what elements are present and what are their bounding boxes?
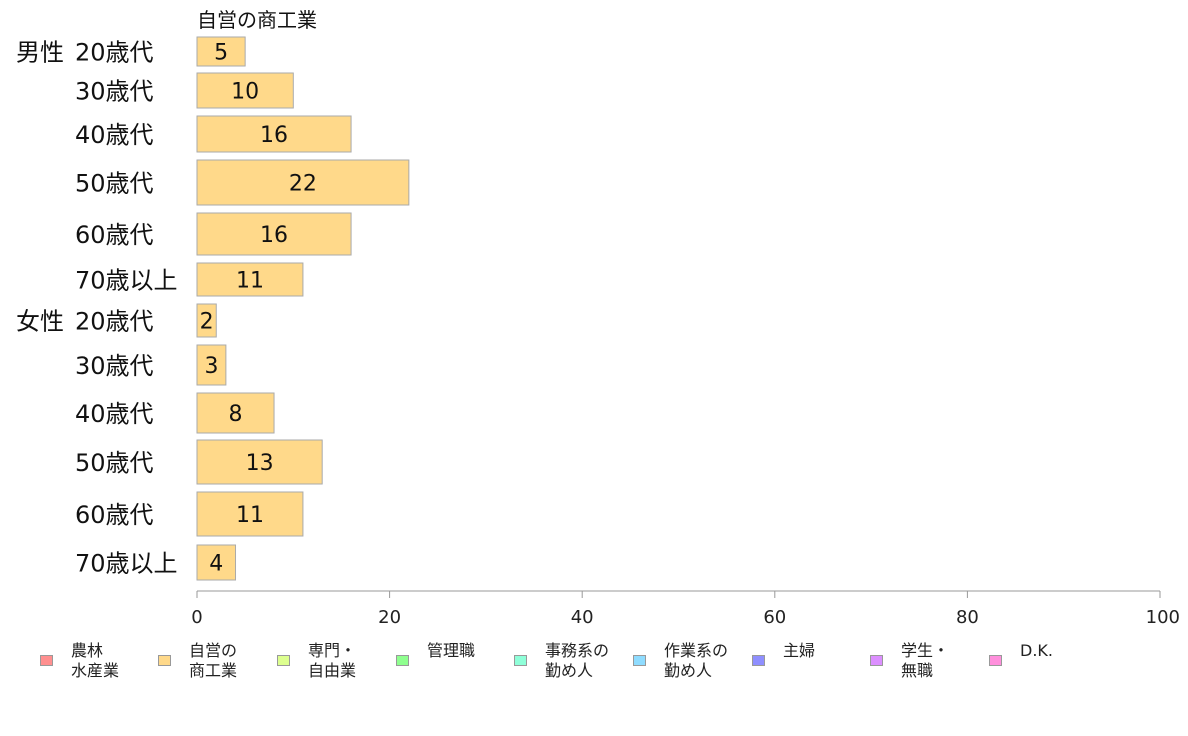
bar-0 — [196, 36, 246, 67]
x-tick-label-2: 40 — [571, 607, 594, 628]
legend-swatch-0 — [40, 655, 53, 666]
category-label-0: 20歳代 — [75, 39, 154, 67]
legend-label-4: 事務系の 勤め人 — [545, 641, 610, 680]
bar-11 — [196, 544, 237, 581]
legend-item-8: D.K. — [989, 641, 1053, 666]
legend-label-7: 学生・ 無職 — [901, 641, 950, 680]
legend-item-5: 作業系の 勤め人 — [633, 641, 728, 681]
data-label-5: 11 — [236, 269, 264, 294]
legend-item-1: 自営の 商工業 — [158, 641, 237, 681]
category-label-5: 70歳以上 — [75, 267, 178, 295]
legend-swatch-6 — [752, 655, 765, 666]
bar-6 — [196, 303, 217, 338]
data-label-1: 10 — [231, 80, 259, 105]
category-label-10: 60歳代 — [75, 501, 154, 529]
data-label-8: 8 — [229, 402, 243, 427]
legend-swatch-3 — [396, 655, 409, 666]
bar-1 — [196, 72, 294, 109]
data-label-4: 16 — [260, 223, 288, 248]
group-label-1: 女性 — [16, 308, 64, 336]
legend-item-2: 専門・ 自由業 — [277, 641, 356, 681]
group-label-0: 男性 — [16, 39, 64, 67]
category-label-9: 50歳代 — [75, 449, 154, 477]
legend-swatch-4 — [514, 655, 527, 666]
category-label-11: 70歳以上 — [75, 550, 178, 578]
bar-9 — [196, 439, 323, 485]
legend-label-2: 専門・ 自由業 — [308, 641, 357, 680]
chart-title: 自営の商工業 — [197, 8, 317, 32]
legend-swatch-8 — [989, 655, 1002, 666]
category-label-2: 40歳代 — [75, 121, 154, 149]
category-label-7: 30歳代 — [75, 352, 154, 380]
category-label-8: 40歳代 — [75, 400, 154, 428]
bar-10 — [196, 491, 304, 537]
bar-4 — [196, 212, 352, 256]
data-label-11: 4 — [209, 552, 223, 577]
legend-item-3: 管理職 — [396, 641, 475, 666]
bar-7 — [196, 344, 227, 386]
x-tick-label-0: 0 — [191, 607, 202, 628]
legend-label-0: 農林 水産業 — [71, 641, 120, 680]
legend-label-1: 自営の 商工業 — [189, 641, 238, 680]
bar-2 — [196, 115, 352, 153]
category-label-4: 60歳代 — [75, 221, 154, 249]
legend-label-8: D.K. — [1020, 641, 1053, 660]
data-label-0: 5 — [214, 41, 228, 66]
legend-item-7: 学生・ 無職 — [870, 641, 949, 681]
legend-label-5: 作業系の 勤め人 — [664, 641, 729, 680]
data-label-2: 16 — [260, 123, 288, 148]
x-tick-label-1: 20 — [378, 607, 401, 628]
bar-5 — [196, 262, 304, 297]
category-label-6: 20歳代 — [75, 308, 154, 336]
data-label-10: 11 — [236, 503, 264, 528]
legend-swatch-2 — [277, 655, 290, 666]
legend-swatch-1 — [158, 655, 171, 666]
x-tick-label-4: 80 — [956, 607, 979, 628]
category-label-1: 30歳代 — [75, 78, 154, 106]
legend-label-6: 主婦 — [783, 641, 816, 660]
legend-item-6: 主婦 — [752, 641, 815, 666]
bar-8 — [196, 392, 275, 434]
legend-item-0: 農林 水産業 — [40, 641, 119, 681]
legend-label-3: 管理職 — [427, 641, 476, 660]
x-tick-label-5: 100 — [1146, 607, 1180, 628]
bar-3 — [196, 159, 410, 206]
legend-swatch-5 — [633, 655, 646, 666]
category-label-3: 50歳代 — [75, 170, 154, 198]
legend-item-4: 事務系の 勤め人 — [514, 641, 609, 681]
data-label-3: 22 — [289, 172, 317, 197]
data-label-9: 13 — [246, 451, 274, 476]
legend-swatch-7 — [870, 655, 883, 666]
x-tick-label-3: 60 — [763, 607, 786, 628]
data-label-6: 2 — [200, 310, 214, 335]
data-label-7: 3 — [204, 354, 218, 379]
